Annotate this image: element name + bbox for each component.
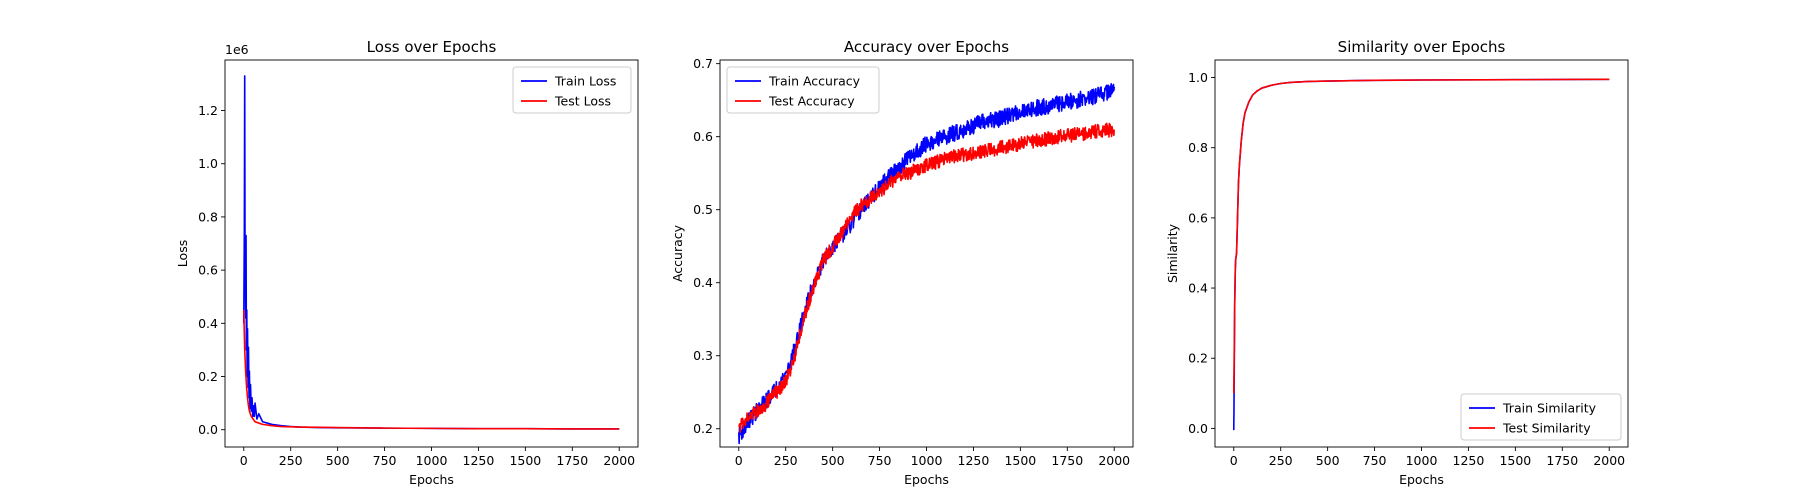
y-tick-label: 0.2 — [693, 421, 713, 436]
x-tick-label: 1500 — [1499, 453, 1531, 468]
x-tick-label: 750 — [373, 453, 397, 468]
y-tick-label: 0.0 — [1188, 421, 1208, 436]
legend-label-train: Train Loss — [554, 74, 616, 89]
y-tick-label: 0.5 — [693, 202, 713, 217]
x-tick-label: 1250 — [463, 453, 495, 468]
x-tick-label: 250 — [1269, 453, 1293, 468]
legend-label-test: Test Accuracy — [768, 94, 855, 109]
legend: Train Similarity Test Similarity — [1460, 393, 1622, 441]
x-tick-label: 250 — [279, 453, 303, 468]
y-tick-label: 1.0 — [1188, 70, 1208, 85]
x-tick-label: 1750 — [1051, 453, 1083, 468]
y-offset-label: 1e6 — [225, 42, 249, 57]
x-tick-label: 500 — [821, 453, 845, 468]
y-tick-label: 1.0 — [198, 156, 218, 171]
x-tick-label: 1750 — [556, 453, 588, 468]
legend-label-train: Train Similarity — [1502, 401, 1597, 416]
x-tick-label: 1000 — [1406, 453, 1438, 468]
x-tick-label: 1250 — [958, 453, 990, 468]
legend: Train Loss Test Loss — [512, 66, 632, 114]
y-tick-label: 0.4 — [693, 275, 713, 290]
legend-box — [726, 66, 880, 114]
y-tick-label: 0.4 — [1188, 281, 1208, 296]
chart-title: Similarity over Epochs — [1338, 38, 1506, 56]
series-line-train — [242, 75, 620, 430]
x-tick-label: 0 — [735, 453, 743, 468]
y-tick-label: 0.6 — [693, 129, 713, 144]
legend-label-test: Test Loss — [554, 94, 611, 109]
axes-frame — [224, 59, 639, 448]
y-tick-label: 0.0 — [198, 422, 218, 437]
x-tick-label: 0 — [1230, 453, 1238, 468]
series-line-test — [738, 122, 1116, 433]
x-tick-label: 0 — [240, 453, 248, 468]
series-line-train — [1232, 78, 1610, 431]
series-line-test — [242, 310, 620, 430]
y-tick-label: 0.2 — [198, 369, 218, 384]
chart-panel-3: 0 250 500 750 1000 1250 1500 1750 2000 0.0 0.2 0.4 0… — [1165, 38, 1629, 487]
y-tick-label: 0.7 — [693, 56, 713, 71]
x-tick-label: 2000 — [1593, 453, 1625, 468]
y-tick-label: 0.4 — [198, 316, 218, 331]
y-tick-label: 0.2 — [1188, 351, 1208, 366]
chart-panel-1: 0 250 500 750 1000 1250 1500 1750 2000 0.0 0.2 0.4 0… — [175, 38, 639, 487]
x-tick-label: 2000 — [1098, 453, 1130, 468]
x-tick-label: 750 — [1363, 453, 1387, 468]
axes-frame — [1214, 59, 1629, 448]
x-axis-label: Epochs — [904, 472, 949, 487]
y-axis-label: Similarity — [1165, 223, 1180, 283]
y-tick-label: 0.3 — [693, 348, 713, 363]
legend-label-train: Train Accuracy — [768, 74, 861, 89]
y-tick-label: 0.8 — [198, 209, 218, 224]
y-tick-label: 0.6 — [1188, 210, 1208, 225]
chart-title: Loss over Epochs — [367, 38, 497, 56]
x-axis-label: Epochs — [409, 472, 454, 487]
series-line-test — [1232, 78, 1610, 394]
x-tick-label: 750 — [868, 453, 892, 468]
legend: Train Accuracy Test Accuracy — [726, 66, 880, 114]
x-tick-label: 500 — [1316, 453, 1340, 468]
x-tick-label: 1250 — [1453, 453, 1485, 468]
x-tick-label: 250 — [774, 453, 798, 468]
y-axis-label: Loss — [175, 240, 190, 267]
y-tick-label: 0.6 — [198, 263, 218, 278]
legend-label-test: Test Similarity — [1502, 421, 1591, 436]
legend-box — [1460, 393, 1622, 441]
chart-title: Accuracy over Epochs — [844, 38, 1009, 56]
x-tick-label: 1750 — [1546, 453, 1578, 468]
x-tick-label: 1000 — [911, 453, 943, 468]
x-tick-label: 500 — [326, 453, 350, 468]
chart-panel-2: 0 250 500 750 1000 1250 1500 1750 2000 0.2 0.3 0.4 0… — [670, 38, 1134, 487]
x-tick-label: 1500 — [1004, 453, 1036, 468]
x-tick-label: 1000 — [416, 453, 448, 468]
x-tick-label: 1500 — [509, 453, 541, 468]
y-tick-label: 1.2 — [198, 103, 218, 118]
y-axis-label: Accuracy — [670, 224, 685, 282]
x-tick-label: 2000 — [603, 453, 635, 468]
x-axis-label: Epochs — [1399, 472, 1444, 487]
y-tick-label: 0.8 — [1188, 140, 1208, 155]
